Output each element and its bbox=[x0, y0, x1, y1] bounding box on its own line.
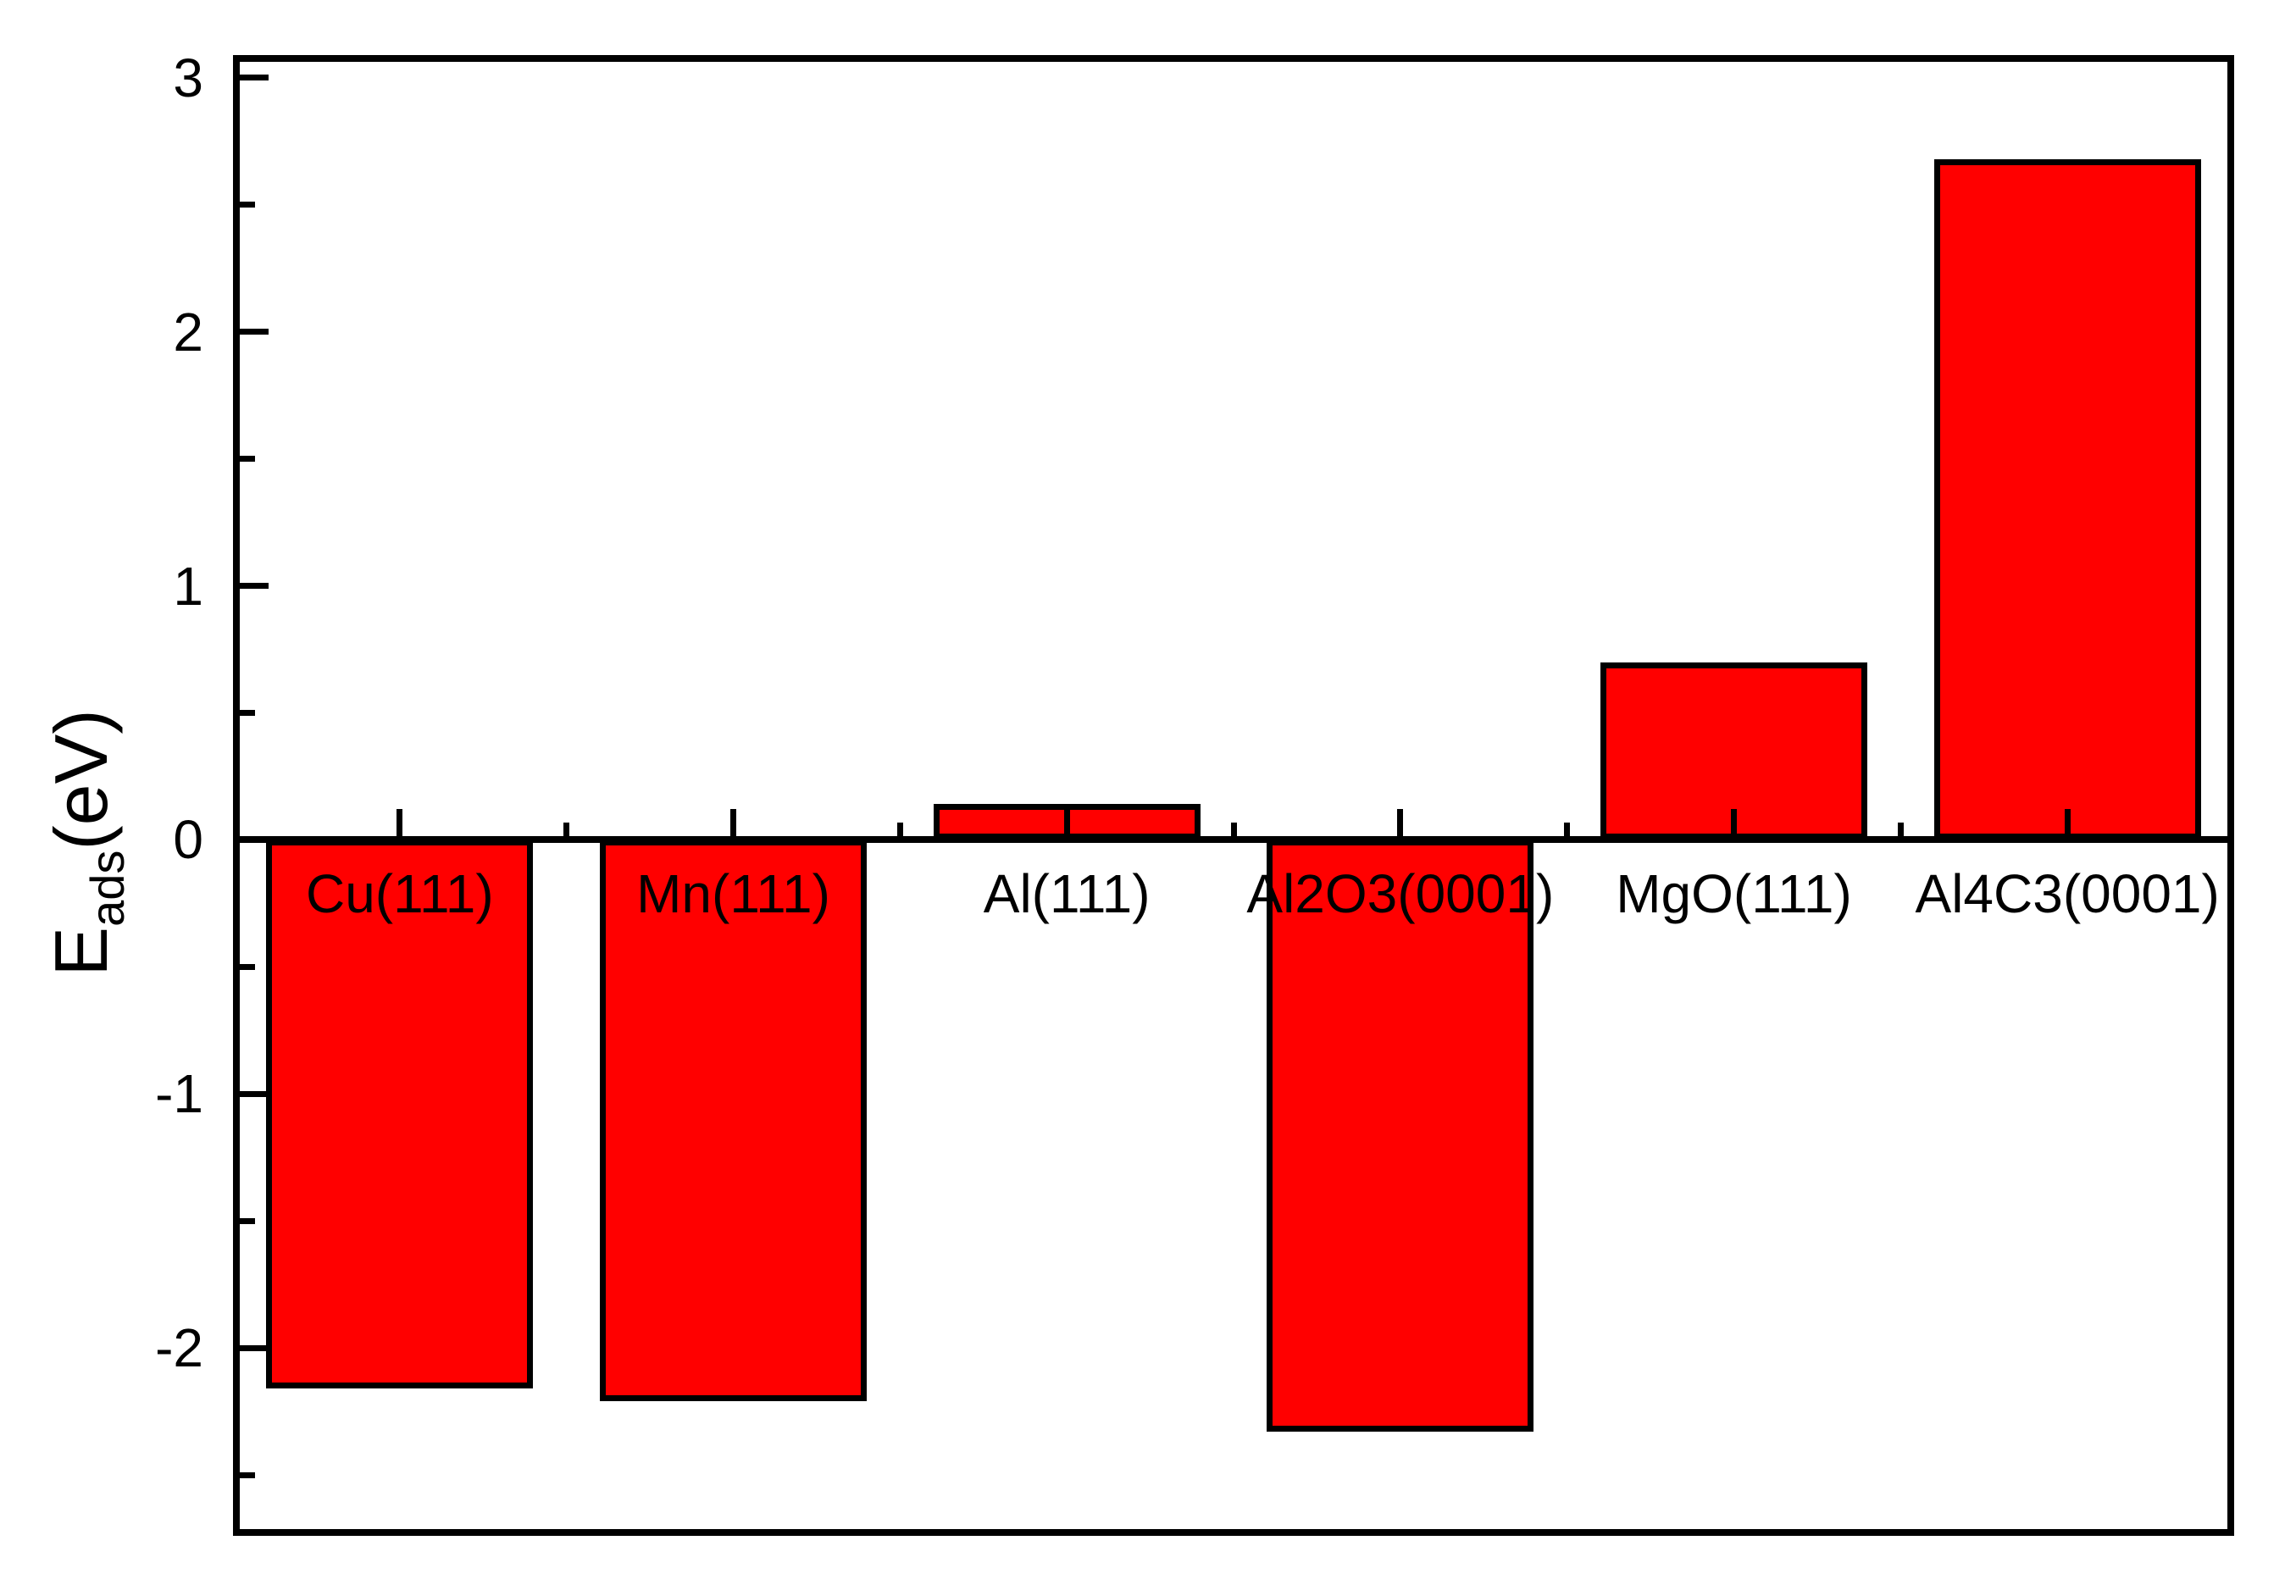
plot-frame bbox=[233, 55, 2234, 1536]
x-tick-label-al4c3-0001: Al4C3(0001) bbox=[1915, 863, 2220, 925]
y-minor-tick bbox=[240, 202, 255, 208]
y-minor-tick bbox=[240, 963, 255, 970]
x-minor-tick bbox=[896, 823, 903, 840]
x-major-tick-al-111 bbox=[1063, 809, 1070, 840]
x-tick-label-mn-111: Mn(111) bbox=[636, 863, 830, 925]
y-axis-title: Eads(eV) bbox=[38, 709, 135, 976]
y-tick-label-0: 0 bbox=[173, 809, 203, 871]
y-tick-label-2: 2 bbox=[173, 301, 203, 363]
y-minor-tick bbox=[240, 1217, 255, 1224]
x-minor-tick bbox=[563, 823, 570, 840]
x-minor-tick bbox=[1230, 823, 1237, 840]
y-major-tick-1 bbox=[240, 583, 269, 590]
x-major-tick-cu-111 bbox=[397, 809, 403, 840]
y-tick-label-3: 3 bbox=[173, 47, 203, 108]
x-tick-label-al-111: Al(111) bbox=[983, 863, 1151, 925]
x-axis-zero-line bbox=[233, 836, 2234, 844]
y-major-tick-2 bbox=[240, 329, 269, 335]
y-major-tick-3 bbox=[240, 75, 269, 81]
x-minor-tick bbox=[1564, 823, 1571, 840]
x-major-tick-mgo-111 bbox=[1731, 809, 1737, 840]
x-major-tick-mn-111 bbox=[730, 809, 736, 840]
y-major-tick--2 bbox=[240, 1344, 269, 1351]
x-tick-label-mgo-111: MgO(111) bbox=[1616, 863, 1852, 925]
bar-cu-111 bbox=[266, 840, 534, 1389]
y-minor-tick bbox=[240, 456, 255, 463]
x-tick-label-al2o3-0001: Al2O3(0001) bbox=[1246, 863, 1555, 925]
y-minor-tick bbox=[240, 1471, 255, 1478]
bar-al2o3-0001 bbox=[1267, 840, 1534, 1433]
y-axis-title-subscript: ads bbox=[80, 850, 134, 927]
x-tick-label-cu-111: Cu(111) bbox=[305, 863, 494, 925]
y-axis-title-unit: (eV) bbox=[39, 709, 123, 851]
y-axis-title-symbol: E bbox=[39, 926, 123, 977]
x-minor-tick bbox=[1897, 823, 1904, 840]
bar-al4c3-0001 bbox=[1933, 158, 2201, 840]
y-major-tick--1 bbox=[240, 1090, 269, 1097]
x-major-tick-al2o3-0001 bbox=[1397, 809, 1404, 840]
y-tick-label-1: 1 bbox=[173, 555, 203, 617]
bar-mn-111 bbox=[600, 840, 867, 1402]
y-tick-label--1: -1 bbox=[155, 1063, 203, 1125]
x-major-tick-al4c3-0001 bbox=[2064, 809, 2071, 840]
y-minor-tick bbox=[240, 710, 255, 717]
y-major-tick-0 bbox=[240, 836, 269, 843]
y-tick-label--2: -2 bbox=[155, 1317, 203, 1379]
